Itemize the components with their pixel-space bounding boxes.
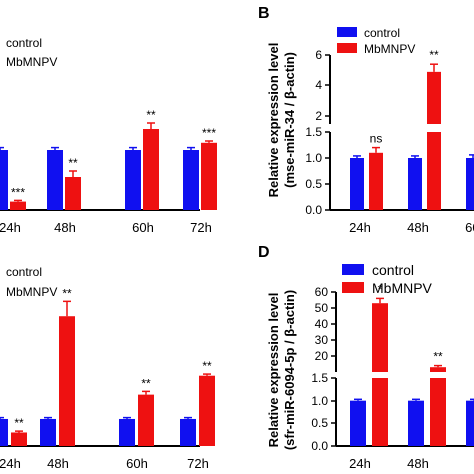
bar-control-60h <box>466 158 474 210</box>
bar-control-extra <box>466 400 474 446</box>
y-axis-label: Relative expression level <box>266 293 281 448</box>
panel-c: control MbMNPV ** ** ** ** 24h 48h 60h 72h <box>0 265 215 471</box>
significance-label: ** <box>62 286 72 300</box>
bar-mbmnpv-48h-lower <box>430 378 446 446</box>
significance-label: ** <box>68 156 78 170</box>
legend-label-mbmnpv: MbMNPV <box>6 285 57 299</box>
significance-label: ** <box>141 376 151 390</box>
bar-control-48h <box>408 400 424 446</box>
significance-label: ns <box>370 132 383 146</box>
bar-mbmnpv-48h <box>59 316 75 446</box>
legend-label-control: control <box>6 265 42 279</box>
panel-label: D <box>258 244 270 261</box>
y-axis-label-units: (mse-miR-34 / β-actin) <box>282 52 297 188</box>
x-tick-label: 24h <box>0 220 21 235</box>
bar-control-24h <box>350 400 366 446</box>
significance-label: ** <box>429 48 439 62</box>
y-axis-label: Relative expression level <box>266 43 281 198</box>
y-tick-label: 20 <box>315 349 329 363</box>
x-tick-label: 24h <box>349 456 371 471</box>
bar-mbmnpv-48h-upper <box>430 367 446 372</box>
y-tick-label: 0.0 <box>305 203 322 217</box>
x-tick-label: 48h <box>54 220 76 235</box>
legend-label-control: control <box>372 262 414 278</box>
y-tick-label: 6 <box>315 48 322 62</box>
panel-a: control MbMNPV ********** 24h 48h 60h 72h <box>0 36 217 235</box>
x-tick-label: 60h <box>132 220 154 235</box>
bar-control-60h <box>119 418 135 446</box>
bar-control-72h <box>180 418 196 446</box>
y-tick-label: 4 <box>315 78 322 92</box>
legend: control MbMNPV <box>342 262 433 296</box>
bar-control-60h <box>125 150 141 210</box>
bar-control-24h <box>0 150 8 210</box>
x-tick-label: 60h <box>465 220 474 235</box>
y-tick-label: 30 <box>315 333 329 347</box>
y-tick-label: 0.0 <box>311 439 328 453</box>
significance-label: ** <box>146 108 156 122</box>
legend: control MbMNPV <box>6 265 57 299</box>
y-tick-label: 2 <box>315 109 322 123</box>
bar-mbmnpv-72h <box>199 375 215 446</box>
x-tick-label: 60h <box>126 456 148 471</box>
bar-mbmnpv-60h <box>138 394 154 446</box>
x-tick-label: 72h <box>187 456 209 471</box>
bar-mbmnpv-60h <box>143 129 159 210</box>
y-tick-label: 0.5 <box>311 416 328 430</box>
panel-b: B Relative expression level (mse-miR-34 … <box>258 5 474 235</box>
bar-mbmnpv-72h <box>201 142 217 210</box>
legend-label-control: control <box>364 26 400 40</box>
legend: control MbMNPV <box>6 36 57 69</box>
bar-mbmnpv-24h <box>369 152 383 210</box>
x-tick-label: 24h <box>349 220 371 235</box>
panel-label: B <box>258 5 270 22</box>
significance-label: *** <box>11 185 25 199</box>
bar-control-48h <box>40 418 56 446</box>
bar-mbmnpv-48h-lower <box>427 132 441 210</box>
legend-swatch-mbmnpv <box>337 43 357 53</box>
x-tick-label: 48h <box>47 456 69 471</box>
bar-mbmnpv-24h-lower <box>372 378 388 446</box>
bar-mbmnpv-24h-upper <box>372 303 388 372</box>
y-tick-label: 1.5 <box>305 125 322 139</box>
significance-label: ** <box>14 416 24 430</box>
bar-control-48h <box>408 158 422 210</box>
significance-label: *** <box>202 126 216 140</box>
legend-swatch-control <box>337 27 357 37</box>
legend-label-mbmnpv: MbMNPV <box>372 280 433 296</box>
significance-label: * <box>378 282 383 296</box>
panel-d: D Relative expression level (sfr-miR-609… <box>258 244 474 471</box>
bar-mbmnpv-24h <box>11 432 27 446</box>
y-tick-label: 1.5 <box>311 371 328 385</box>
y-tick-label: 0.5 <box>305 177 322 191</box>
bar-mbmnpv-48h <box>65 177 81 210</box>
legend-label-mbmnpv: MbMNPV <box>364 42 415 56</box>
bar-control-24h <box>350 158 364 210</box>
y-tick-label: 40 <box>315 317 329 331</box>
legend-swatch-mbmnpv <box>342 282 364 293</box>
legend-swatch-control <box>342 264 364 275</box>
legend: control MbMNPV <box>337 26 415 56</box>
bar-control-24h <box>0 418 8 446</box>
y-tick-label: 1.0 <box>305 151 322 165</box>
significance-label: ** <box>433 350 443 364</box>
y-tick-label: 50 <box>315 301 329 315</box>
y-axis-label-units: (sfr-miR-6094-5p / β-actin) <box>282 290 297 450</box>
bar-mbmnpv-48h-upper <box>427 71 441 124</box>
legend-label-mbmnpv: MbMNPV <box>6 55 57 69</box>
y-tick-label: 60 <box>315 285 329 299</box>
legend-label-control: control <box>6 36 42 50</box>
significance-label: ** <box>202 359 212 373</box>
bar-control-72h <box>183 150 199 210</box>
y-tick-label: 1.0 <box>311 394 328 408</box>
x-tick-label: 72h <box>190 220 212 235</box>
bar-control-48h <box>47 150 63 210</box>
bar-mbmnpv-24h <box>10 201 26 210</box>
x-tick-label: 24h <box>0 456 21 471</box>
x-tick-label: 48h <box>407 220 429 235</box>
x-tick-label: 48h <box>407 456 429 471</box>
